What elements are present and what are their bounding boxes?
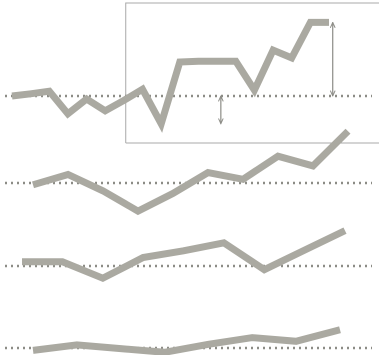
panel-3 bbox=[5, 227, 372, 283]
chart-panels bbox=[5, 2, 379, 355]
panel-4 bbox=[5, 326, 372, 355]
panel-1 bbox=[5, 2, 379, 144]
series-line bbox=[32, 326, 341, 355]
series-line bbox=[11, 18, 329, 133]
series-line bbox=[32, 128, 351, 216]
panel-2 bbox=[5, 128, 372, 216]
